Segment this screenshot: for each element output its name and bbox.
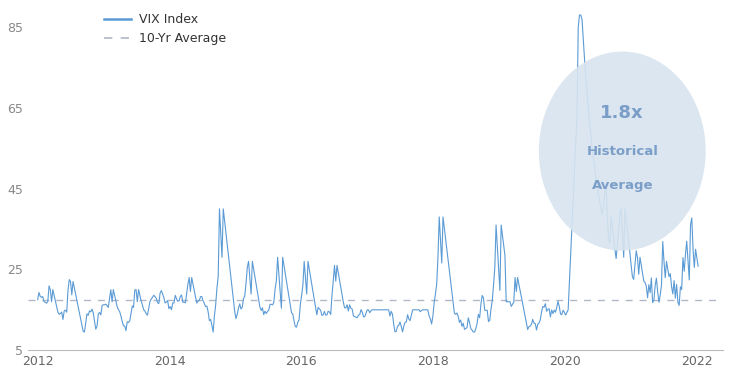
Text: 1.8x: 1.8x (601, 104, 644, 122)
Ellipse shape (539, 52, 706, 250)
Legend: VIX Index, 10-Yr Average: VIX Index, 10-Yr Average (104, 13, 226, 45)
Text: Average: Average (591, 179, 653, 192)
Text: Historical: Historical (586, 145, 658, 158)
